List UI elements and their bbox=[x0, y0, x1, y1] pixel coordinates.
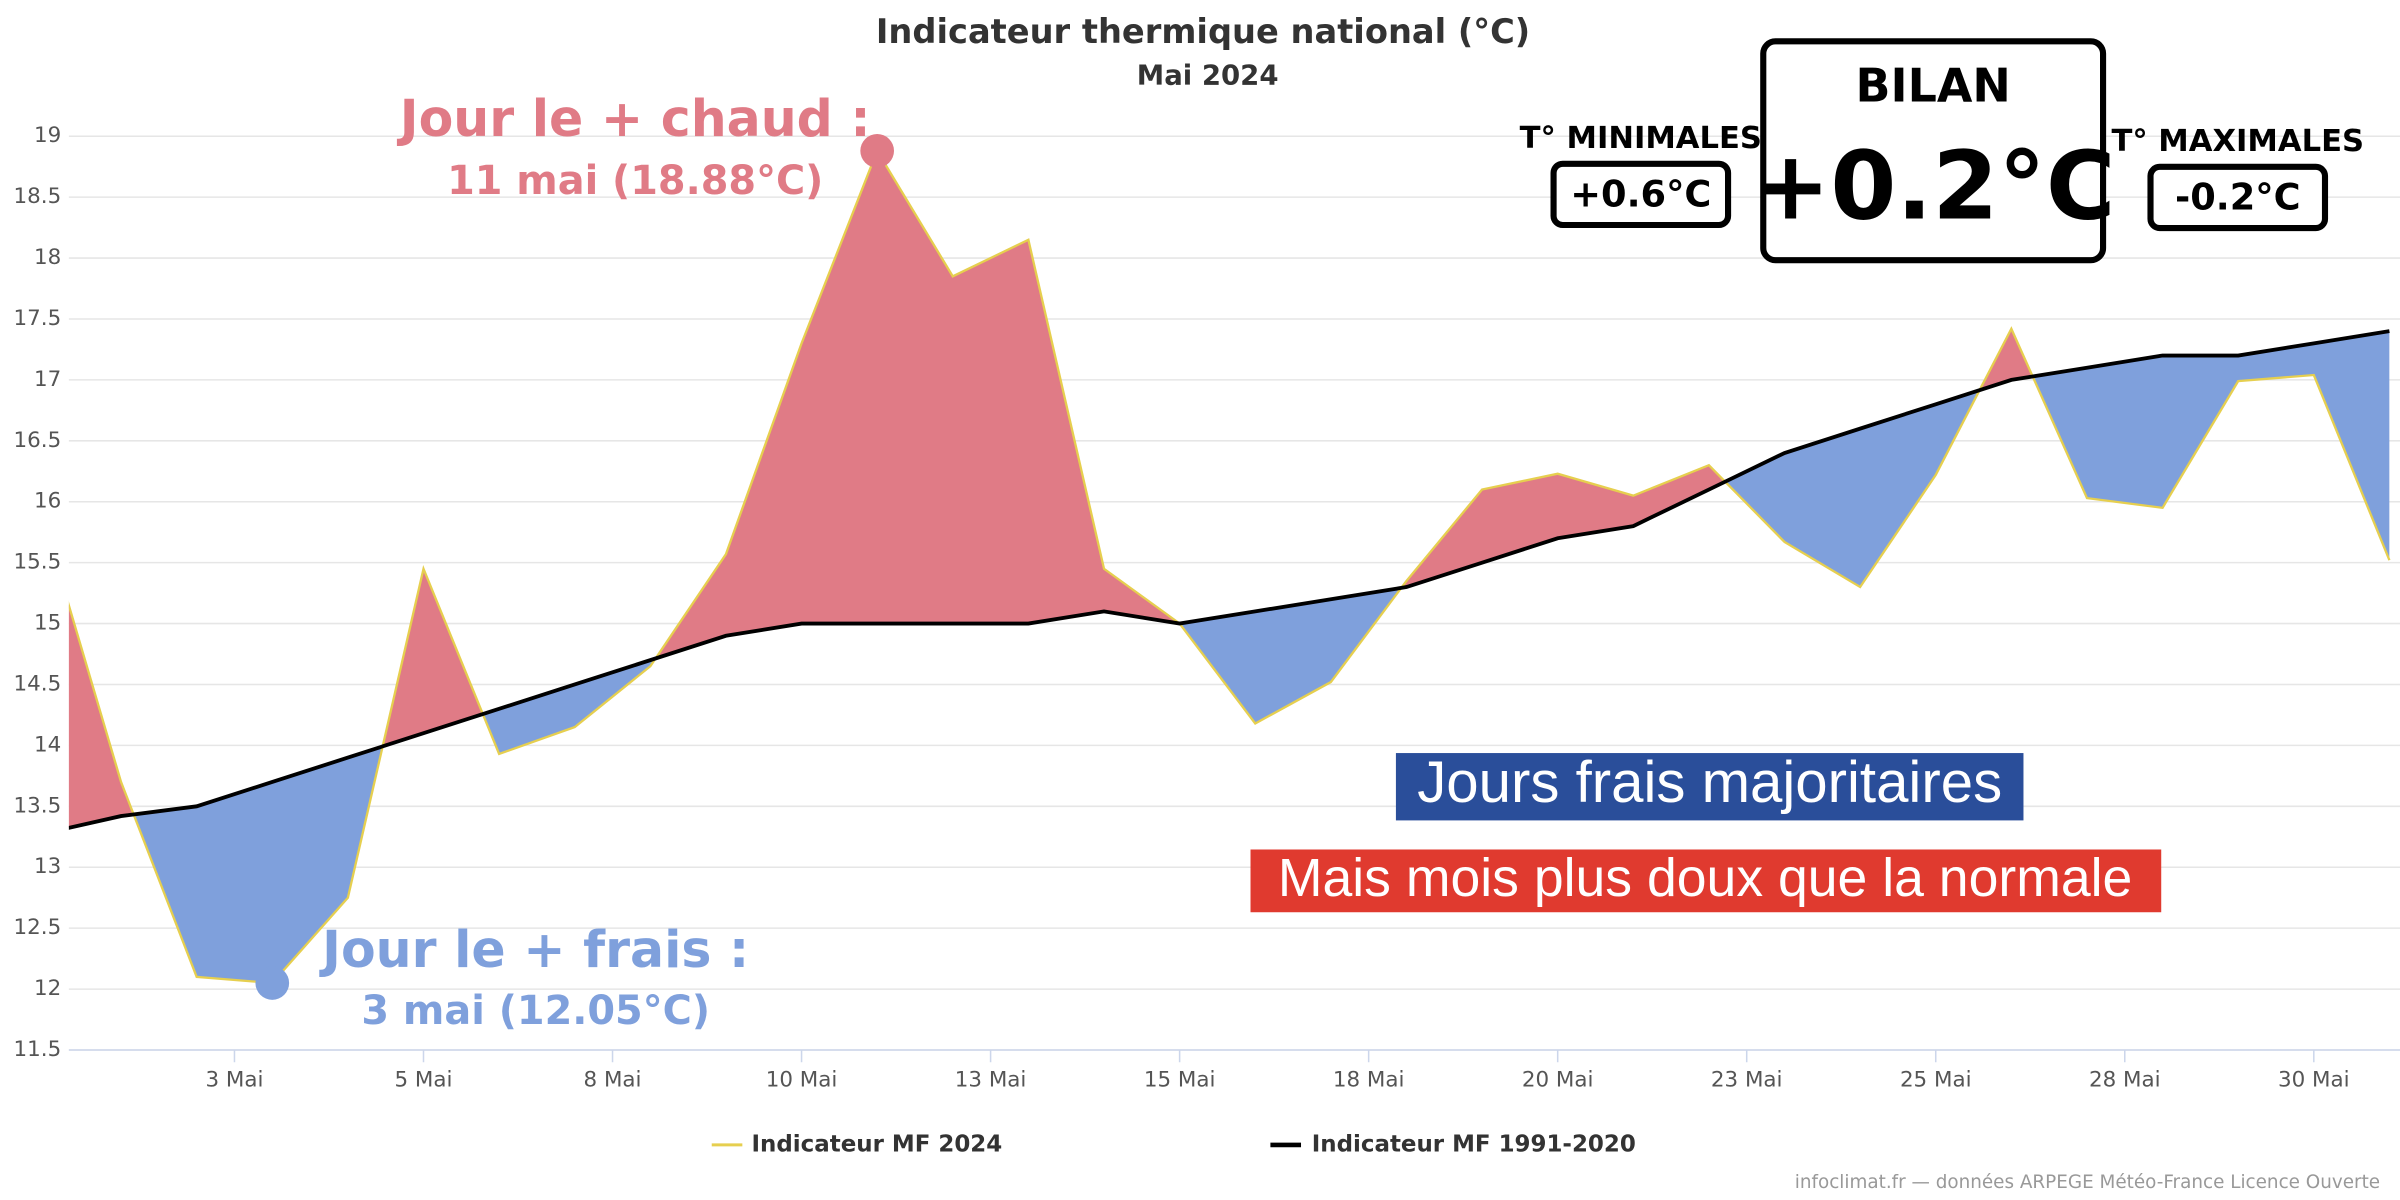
note: Jours frais majoritaires bbox=[1417, 750, 2002, 815]
coolest-detail: 3 mai (12.05°C) bbox=[361, 988, 710, 1034]
y-tick-label: 17.5 bbox=[14, 306, 62, 331]
hottest-detail: 11 mai (18.88°C) bbox=[447, 158, 823, 204]
chart-title: Indicateur thermique national (°C) bbox=[876, 12, 1530, 51]
y-tick-label: 17 bbox=[34, 367, 61, 392]
x-tick-label: 5 Mai bbox=[395, 1068, 453, 1093]
x-tick-label: 20 Mai bbox=[1522, 1068, 1594, 1093]
y-tick-label: 13 bbox=[34, 854, 61, 879]
coolest-label: Jour le + frais : bbox=[319, 920, 749, 979]
cool-area bbox=[68, 331, 2390, 983]
max-title: T° MAXIMALES bbox=[2111, 124, 2364, 159]
y-tick-label: 15 bbox=[34, 611, 61, 636]
bilan-box bbox=[1760, 38, 2107, 264]
cool-fill bbox=[68, 331, 2390, 983]
min-marker bbox=[255, 966, 290, 1000]
x-tick-label: 10 Mai bbox=[766, 1068, 838, 1093]
min-value: +0.6°C bbox=[1570, 172, 1711, 215]
y-tick-label: 18 bbox=[34, 245, 61, 270]
max-marker bbox=[860, 134, 895, 168]
max-box bbox=[2147, 163, 2329, 232]
x-tick-label: 13 Mai bbox=[955, 1068, 1027, 1093]
y-tick-label: 12.5 bbox=[14, 915, 62, 940]
min-title: T° MINIMALES bbox=[1520, 121, 1762, 156]
x-tick-label: 23 Mai bbox=[1711, 1068, 1783, 1093]
hottest-label: Jour le + chaud : bbox=[397, 89, 871, 148]
y-tick-label: 18.5 bbox=[14, 184, 62, 209]
credit: infoclimat.fr — données ARPEGE Météo-Fra… bbox=[1795, 1172, 2380, 1193]
min-box bbox=[1550, 160, 1732, 229]
x-tick-label: 30 Mai bbox=[2278, 1068, 2350, 1093]
legend-label[interactable]: Indicateur MF 2024 bbox=[752, 1131, 1003, 1157]
y-tick-label: 13.5 bbox=[14, 793, 62, 818]
x-tick-label: 15 Mai bbox=[1144, 1068, 1216, 1093]
note-bg bbox=[1250, 849, 2162, 913]
y-tick-label: 12 bbox=[34, 976, 61, 1001]
x-tick-label: 8 Mai bbox=[584, 1068, 642, 1093]
y-tick-label: 16.5 bbox=[14, 428, 62, 453]
max-value: -0.2°C bbox=[2175, 175, 2301, 218]
y-tick-label: 15.5 bbox=[14, 550, 62, 575]
bilan-value: +0.2°C bbox=[1751, 132, 2116, 242]
note: Mais mois plus doux que la normale bbox=[1278, 849, 2132, 908]
note-bg bbox=[1395, 753, 2024, 821]
y-tick-label: 14 bbox=[34, 732, 61, 757]
chart-subtitle: Mai 2024 bbox=[1137, 60, 1279, 92]
y-tick-label: 14.5 bbox=[14, 671, 62, 696]
x-tick-label: 28 Mai bbox=[2089, 1068, 2161, 1093]
bilan-title: BILAN bbox=[1856, 58, 2011, 112]
y-tick-label: 11.5 bbox=[14, 1037, 62, 1062]
x-tick-label: 25 Mai bbox=[1900, 1068, 1972, 1093]
y-tick-label: 19 bbox=[34, 123, 61, 148]
x-tick-label: 18 Mai bbox=[1333, 1068, 1405, 1093]
series-line bbox=[68, 329, 2390, 830]
x-tick-label: 3 Mai bbox=[205, 1068, 263, 1093]
series-line bbox=[68, 148, 2391, 985]
y-tick-label: 16 bbox=[34, 489, 61, 514]
legend-label[interactable]: Indicateur MF 1991-2020 bbox=[1312, 1131, 1636, 1157]
